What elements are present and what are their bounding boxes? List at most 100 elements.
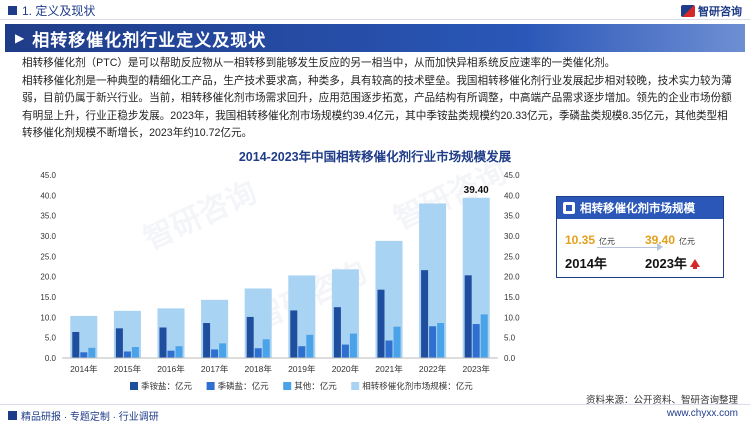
bar-1-8 (429, 326, 437, 358)
legend-swatch-3 (351, 382, 360, 390)
y-tick-right-9: 45.0 (504, 171, 520, 180)
watermark-text-1: 智研咨询 (389, 156, 512, 237)
bar-0-9 (464, 275, 472, 358)
page-title: 相转移催化剂行业定义及现状 (32, 30, 267, 50)
y-tick-right-6: 30.0 (504, 232, 520, 241)
bar-0-4 (246, 316, 254, 358)
bar-2-0 (88, 347, 96, 358)
legend-label-2: 其他：亿元 (294, 381, 337, 391)
bar-1-6 (341, 344, 349, 358)
bar-1-3 (211, 349, 219, 358)
y-tick-left-3: 15.0 (40, 293, 56, 302)
bar-0-7 (377, 289, 385, 358)
to-unit: 亿元 (679, 237, 696, 246)
chart-title: 2014-2023年中国相转移催化剂行业市场规模发展 (238, 150, 512, 164)
y-tick-left-8: 40.0 (40, 191, 56, 200)
footer-left: 精品研报 · 专题定制 · 行业调研 (8, 408, 159, 421)
bar-2-9 (480, 314, 488, 358)
y-tick-left-1: 5.0 (45, 334, 57, 343)
y-tick-right-2: 10.0 (504, 313, 520, 322)
bar-2-2 (175, 346, 183, 358)
y-tick-right-3: 15.0 (504, 293, 520, 302)
y-tick-left-6: 30.0 (40, 232, 56, 241)
y-tick-right-1: 5.0 (504, 334, 516, 343)
y-tick-left-9: 45.0 (40, 171, 56, 180)
paragraph-definition: 相转移催化剂（PTC）是可以帮助反应物从一相转移到能够发生反应的另一相当中，从而… (22, 57, 616, 69)
section-square-icon (8, 6, 17, 15)
x-tick-6: 2020年 (332, 364, 360, 374)
footer-url: www.chyxx.com (666, 408, 738, 419)
footer-bar: 精品研报 · 专题定制 · 行业调研 www.chyxx.com (0, 404, 750, 421)
title-banner: ▶ 相转移催化剂行业定义及现状 (5, 24, 745, 52)
bar-1-5 (298, 346, 306, 358)
bar-1-2 (167, 350, 175, 358)
bar-0-6 (333, 307, 341, 358)
infobox-from-value: 10.35 亿元 (565, 233, 615, 247)
legend-swatch-2 (283, 382, 292, 390)
section-heading: 1. 定义及现状 (8, 2, 95, 19)
bar-1-9 (472, 324, 480, 358)
section-label: 1. 定义及现状 (22, 4, 96, 18)
y-tick-right-8: 40.0 (504, 191, 520, 200)
y-tick-left-7: 35.0 (40, 212, 56, 221)
bar-0-5 (290, 310, 298, 358)
top-bar: 1. 定义及现状 智研咨询 (0, 0, 750, 20)
infobox-to-year: 2023年 (645, 256, 687, 271)
logo-text: 智研咨询 (698, 6, 742, 18)
bar-2-7 (393, 326, 401, 358)
footer-square-icon (8, 411, 17, 420)
chart-icon (563, 202, 575, 214)
legend-label-1: 季磷盐：亿元 (218, 381, 270, 391)
from-unit: 亿元 (599, 237, 616, 246)
bar-0-0 (72, 331, 80, 358)
x-tick-0: 2014年 (70, 364, 98, 374)
bar-0-8 (421, 270, 429, 358)
legend-label-0: 季铵盐：亿元 (141, 381, 193, 391)
legend-label-3: 相转移催化剂市场规模：亿元 (362, 381, 473, 391)
infobox-title: 相转移催化剂市场规模 (580, 203, 695, 215)
y-tick-left-5: 25.0 (40, 252, 56, 261)
y-tick-right-4: 20.0 (504, 273, 520, 282)
x-tick-2: 2016年 (157, 364, 185, 374)
data-label-2023: 39.40 (464, 185, 489, 196)
bar-2-5 (306, 334, 314, 358)
bar-2-1 (131, 347, 139, 358)
y-tick-left-2: 10.0 (40, 313, 56, 322)
bar-1-7 (385, 340, 393, 358)
infobox-to-year-wrap: 2023年 (645, 253, 700, 272)
bar-2-8 (437, 323, 445, 358)
watermark-text-0: 智研咨询 (139, 176, 262, 257)
brand-logo: 智研咨询 (681, 3, 742, 19)
arrow-right-icon (657, 243, 663, 251)
infobox-arrow-line (597, 247, 659, 248)
logo-mark-icon (681, 5, 695, 17)
infobox-header: 相转移催化剂市场规模 (557, 197, 723, 219)
chevron-right-icon: ▶ (15, 31, 25, 45)
x-tick-5: 2019年 (288, 364, 316, 374)
x-tick-4: 2018年 (244, 364, 272, 374)
y-tick-right-7: 35.0 (504, 212, 520, 221)
x-tick-9: 2023年 (462, 364, 490, 374)
y-tick-right-0: 0.0 (504, 354, 516, 363)
y-tick-left-0: 0.0 (45, 354, 57, 363)
bar-1-0 (80, 352, 88, 358)
legend-swatch-0 (130, 382, 138, 390)
bar-0-1 (115, 328, 123, 358)
up-arrow-icon (689, 259, 700, 269)
watermark: 智研咨询智研咨询智研咨询 (139, 156, 512, 337)
legend-swatch-1 (206, 382, 215, 390)
bar-1-4 (254, 348, 262, 358)
infobox-from-year: 2014年 (565, 256, 607, 271)
bar-0-3 (203, 323, 211, 358)
x-tick-8: 2022年 (419, 364, 447, 374)
from-value: 10.35 (565, 233, 596, 247)
x-tick-1: 2015年 (114, 364, 142, 374)
bar-2-4 (262, 339, 270, 358)
bar-1-1 (123, 351, 131, 358)
bar-2-3 (219, 343, 227, 358)
infobox-to-value: 39.40 亿元 (645, 233, 695, 247)
y-tick-left-4: 20.0 (40, 273, 56, 282)
paragraph-status: 相转移催化剂是一种典型的精细化工产品，生产技术要求高，种类多，具有较高的技术壁垒… (22, 75, 732, 139)
bar-0-2 (159, 327, 167, 358)
